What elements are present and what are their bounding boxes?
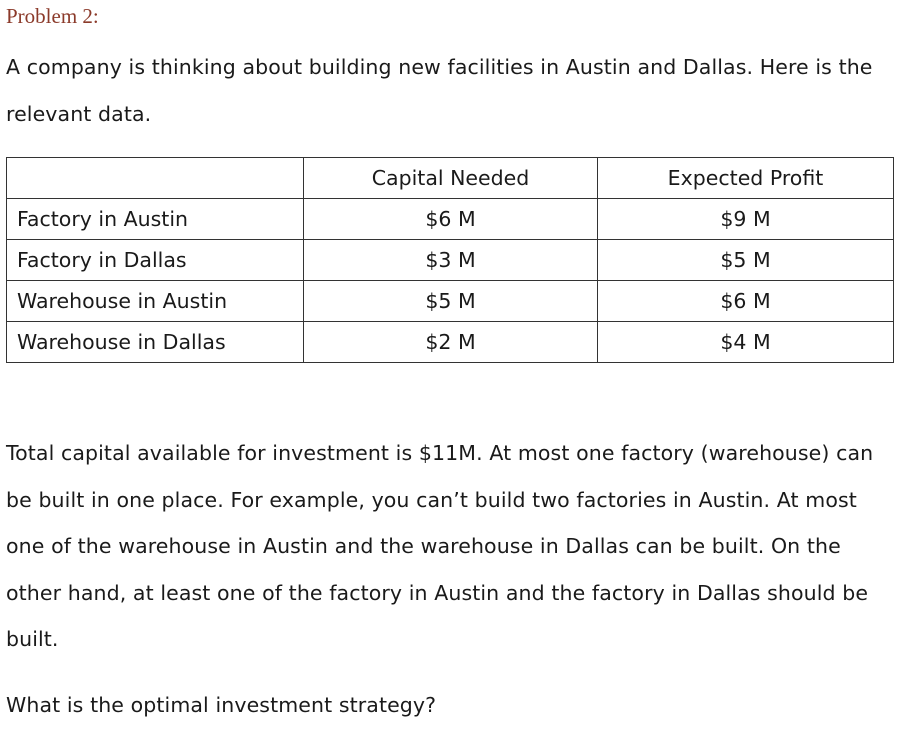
header-expected-profit: Expected Profit (597, 157, 894, 199)
facility-name: Factory in Dallas (6, 239, 304, 281)
profit-value: $4 M (597, 321, 894, 363)
profit-value: $5 M (597, 239, 894, 281)
table-row: Factory in Dallas $3 M $5 M (6, 239, 894, 281)
capital-value: $2 M (303, 321, 598, 363)
table-header-row: Capital Needed Expected Profit (6, 157, 894, 199)
header-capital-needed: Capital Needed (303, 157, 598, 199)
table-row: Warehouse in Dallas $2 M $4 M (6, 321, 894, 363)
table-row: Warehouse in Austin $5 M $6 M (6, 280, 894, 322)
facility-data-table: Capital Needed Expected Profit Factory i… (6, 157, 894, 363)
facility-name: Warehouse in Austin (6, 280, 304, 322)
question-paragraph: What is the optimal investment strategy? (6, 693, 437, 717)
capital-value: $3 M (303, 239, 598, 281)
intro-paragraph: A company is thinking about building new… (6, 55, 873, 126)
facility-name: Warehouse in Dallas (6, 321, 304, 363)
profit-value: $9 M (597, 198, 894, 240)
capital-value: $5 M (303, 280, 598, 322)
table-row: Factory in Austin $6 M $9 M (6, 198, 894, 240)
facility-name: Factory in Austin (6, 198, 304, 240)
profit-value: $6 M (597, 280, 894, 322)
header-facility (6, 157, 304, 199)
capital-value: $6 M (303, 198, 598, 240)
constraints-paragraph: Total capital available for investment i… (6, 441, 874, 651)
problem-title: Problem 2: (6, 4, 99, 28)
